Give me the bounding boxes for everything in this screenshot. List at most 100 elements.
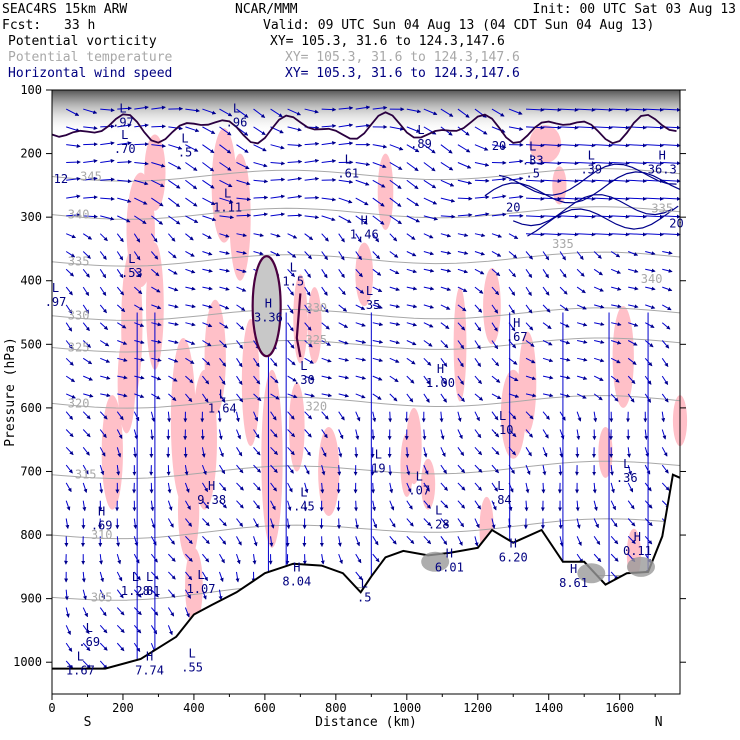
wind-vector [236,233,247,238]
pv-extremum-marker: L [416,470,423,484]
wind-vector [270,212,286,217]
x-tick-label: 1000 [392,701,421,715]
pv-extremum-marker: L [52,281,59,295]
pv-extremum-value: .28 [428,517,450,531]
wind-vector [236,304,246,311]
wind-vector [117,123,132,128]
wind-vector [508,286,516,296]
wind-vector [83,176,98,181]
wind-vector [524,500,529,512]
wind-vector [236,108,249,118]
wind-vector [560,107,579,112]
wind-vector [440,268,452,273]
wind-vector [185,535,193,545]
pv-extremum-marker: L [128,252,135,266]
wind-vector [167,500,173,511]
wind-vector [287,304,294,314]
wind-vector [99,269,107,279]
wind-vector [542,340,553,346]
wind-vector [560,179,579,184]
isentrope-label: 310 [91,528,113,542]
wind-vector [423,393,430,403]
wind-vector [202,108,217,115]
wind-vector [219,197,234,204]
wind-vector [321,123,337,128]
wind-vector [594,304,605,309]
x-tick-label: 400 [183,701,205,715]
wind-vector [491,304,499,314]
wind-vector [168,571,176,580]
wind-vector [82,429,91,438]
wind-vector [100,357,111,363]
wind-vector [525,107,545,112]
wind-vector [168,126,183,131]
wind-vector [542,375,554,380]
wind-vector [440,304,451,310]
pv-extremum-marker: L [417,123,424,137]
wind-vector [611,340,622,345]
wind-vector [270,177,286,182]
wind-vector [611,161,630,166]
wind-vector [287,286,294,296]
wind-vector [202,340,212,347]
wind-vector [662,161,681,166]
wind-vector [508,393,520,398]
wind-vector [83,108,98,115]
wind-vector [185,375,194,384]
wind-vector [219,215,235,220]
wind-vector [440,482,448,491]
wind-vector [389,162,403,170]
wind-vector [542,447,548,458]
wind-vector [253,126,266,136]
wind-speed-contour [527,205,679,237]
pv-extremum-marker: L [77,650,84,664]
wind-vector [525,340,535,347]
wind-vector [82,251,91,259]
wind-vector [167,482,172,494]
wind-vector [406,393,414,403]
y-tick-label: 200 [20,147,42,161]
wind-vector [627,375,636,384]
wind-vector [65,607,70,618]
wind-vector [542,429,549,439]
wind-vector [185,144,199,152]
wind-vector [423,215,439,221]
field-wind-xy: XY= 105.3, 31.6 to 124.3,147.6 [285,66,520,81]
wind-vector [287,429,296,438]
wind-vector [355,251,362,261]
wind-vector [116,624,125,633]
wind-vector [168,322,179,326]
wind-vector [389,179,402,189]
wind-vector [65,286,73,296]
wind-vector [372,162,387,169]
wind-vector [611,304,622,309]
wind-vector [150,233,158,243]
wind-vector [491,177,507,182]
wind-vector [611,143,630,148]
wind-vector [423,340,433,347]
wind-vector [287,251,297,258]
wind-vector [236,358,243,368]
pv-shaded-region [518,331,537,434]
wind-vector [117,197,132,203]
fcst-value: 33 h [64,18,96,33]
wind-vector [82,500,87,512]
wind-vector [372,251,381,260]
wind-vector [99,482,104,494]
wind-vector [355,197,369,206]
pv-shaded-region [377,153,394,230]
wind-vector [218,429,223,440]
wind-vector [406,162,419,172]
y-tick-label: 300 [20,210,42,224]
terrain-surface [52,473,681,670]
wind-vector [219,251,230,255]
wind-vector [202,162,215,172]
pv-extremum-marker: L [345,152,352,166]
plot-frame [51,89,681,695]
wind-vector [372,339,384,344]
wind-vector [474,268,485,275]
pv-extremum-value: 9.38 [197,493,226,507]
wind-vector [508,251,518,259]
wind-vector [201,464,207,476]
wind-vector [610,500,616,511]
